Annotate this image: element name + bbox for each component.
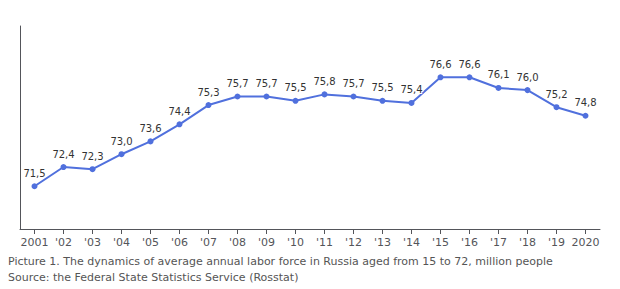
- svg-text:75,3: 75,3: [197, 87, 219, 98]
- svg-text:2001: 2001: [21, 236, 49, 249]
- svg-text:'15: '15: [432, 236, 449, 249]
- svg-text:76,6: 76,6: [429, 59, 451, 70]
- svg-text:'03: '03: [84, 236, 101, 249]
- svg-text:75,5: 75,5: [371, 82, 393, 93]
- svg-text:71,5: 71,5: [23, 168, 45, 179]
- svg-text:'04: '04: [113, 236, 130, 249]
- svg-text:'11: '11: [316, 236, 333, 249]
- svg-text:'17: '17: [490, 236, 507, 249]
- svg-text:'02: '02: [55, 236, 72, 249]
- svg-text:Source: the Federal State Stat: Source: the Federal State Statistics Ser…: [8, 271, 298, 284]
- svg-text:'19: '19: [548, 236, 565, 249]
- svg-text:'13: '13: [374, 236, 391, 249]
- svg-text:76,0: 76,0: [516, 72, 538, 83]
- svg-text:75,4: 75,4: [400, 84, 422, 95]
- svg-text:75,2: 75,2: [545, 89, 567, 100]
- svg-text:'16: '16: [461, 236, 478, 249]
- svg-text:73,0: 73,0: [110, 136, 132, 147]
- svg-text:'08: '08: [229, 236, 246, 249]
- svg-text:75,8: 75,8: [313, 76, 335, 87]
- svg-text:Picture 1. The dynamics of ave: Picture 1. The dynamics of average annua…: [8, 255, 553, 268]
- svg-text:76,1: 76,1: [487, 69, 509, 80]
- svg-text:74,4: 74,4: [168, 106, 190, 117]
- svg-text:73,6: 73,6: [139, 123, 161, 134]
- svg-text:72,3: 72,3: [81, 151, 103, 162]
- svg-text:'12: '12: [345, 236, 362, 249]
- svg-text:'18: '18: [519, 236, 536, 249]
- svg-text:'10: '10: [287, 236, 304, 249]
- svg-text:72,4: 72,4: [52, 149, 74, 160]
- svg-text:75,7: 75,7: [226, 78, 248, 89]
- svg-text:75,7: 75,7: [342, 78, 364, 89]
- svg-text:75,7: 75,7: [255, 78, 277, 89]
- svg-text:'14: '14: [403, 236, 420, 249]
- svg-text:74,8: 74,8: [574, 97, 596, 108]
- svg-text:'09: '09: [258, 236, 275, 249]
- svg-text:76,6: 76,6: [458, 59, 480, 70]
- svg-text:'05: '05: [142, 236, 159, 249]
- svg-text:'06: '06: [171, 236, 188, 249]
- svg-text:'07: '07: [200, 236, 217, 249]
- svg-text:75,5: 75,5: [284, 82, 306, 93]
- svg-text:2020: 2020: [572, 236, 600, 249]
